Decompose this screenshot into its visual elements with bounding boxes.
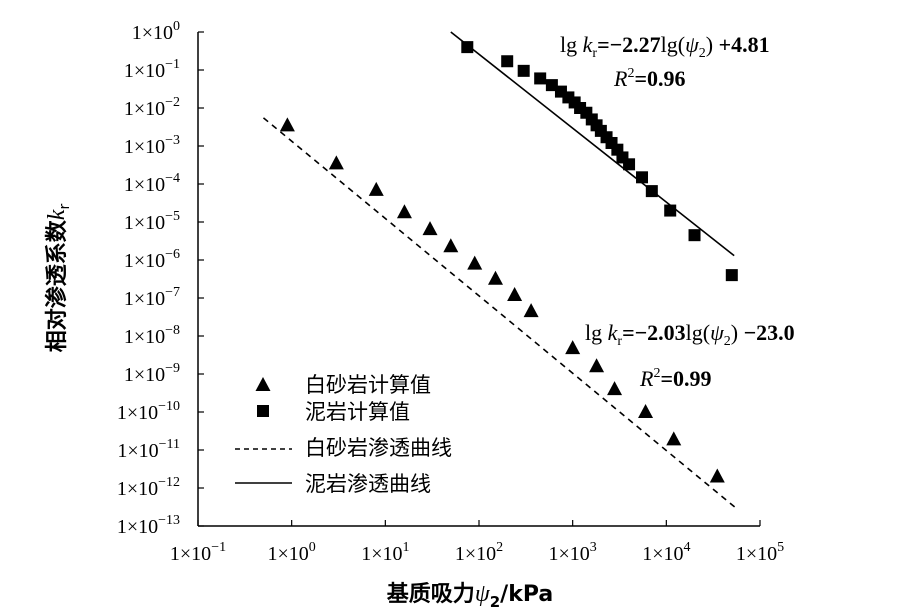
sandstone-point-2 bbox=[368, 181, 384, 196]
plot-area: 1×100 1×10−1 1×10−2 1×10−3 1×10−4 1×10−5 1×10−… bbox=[117, 19, 784, 565]
sandstone-point-0 bbox=[279, 117, 295, 132]
x-tick-label-4: 1×103 bbox=[549, 540, 597, 565]
mudstone-point-21 bbox=[688, 229, 701, 242]
sandstone-point-12 bbox=[607, 381, 623, 396]
sandstone-point-15 bbox=[709, 468, 725, 483]
sandstone-point-1 bbox=[328, 155, 344, 170]
y-tick-label-6: 1×10−6 bbox=[124, 247, 180, 272]
mudstone-point-1 bbox=[501, 55, 514, 68]
y-axis-title-group: 相对渗透系数kr bbox=[44, 204, 73, 353]
x-tick-label-0: 1×10−1 bbox=[170, 540, 226, 565]
legend-marker-triangle bbox=[255, 377, 271, 391]
y-tick-label-13: 1×10−13 bbox=[117, 513, 180, 538]
sandstone-point-14 bbox=[666, 431, 682, 446]
mudstone-point-4 bbox=[545, 79, 558, 92]
x-tick-group: 1×10−1 1×100 1×101 1×102 1×103 1×104 1×105 bbox=[170, 520, 784, 565]
y-tick-label-3: 1×10−3 bbox=[124, 133, 180, 158]
sandstone-point-6 bbox=[467, 255, 483, 270]
mudstone-point-0 bbox=[461, 41, 474, 54]
mudstone-point-2 bbox=[517, 64, 530, 77]
annotation-sandstone-equation: lg kr=−2.03lg(ψ2) −23.0 bbox=[585, 320, 795, 349]
mudstone-point-22 bbox=[725, 269, 738, 282]
y-tick-label-10: 1×10−10 bbox=[117, 399, 180, 424]
y-tick-label-7: 1×10−7 bbox=[124, 285, 180, 310]
mudstone-point-17 bbox=[623, 158, 636, 171]
y-tick-label-12: 1×10−12 bbox=[117, 475, 180, 500]
legend-label-3: 泥岩渗透曲线 bbox=[305, 472, 431, 496]
y-tick-label-1: 1×10−1 bbox=[124, 57, 180, 82]
sandstone-point-7 bbox=[487, 270, 503, 285]
annotation-mudstone-r2: R2=0.96 bbox=[613, 66, 686, 91]
x-axis-title: 基质吸力ψ2/kPa bbox=[387, 581, 553, 611]
legend-marker-square bbox=[257, 405, 269, 417]
mudstone-point-19 bbox=[645, 185, 658, 198]
legend: 白砂岩计算值 泥岩计算值 白砂岩渗透曲线 泥岩渗透曲线 bbox=[235, 373, 452, 496]
mudstone-point-20 bbox=[664, 204, 677, 217]
sandstone-point-10 bbox=[565, 340, 581, 355]
sandstone-fit-line bbox=[262, 117, 738, 510]
annotation-sandstone: lg kr=−2.03lg(ψ2) −23.0 R2=0.99 bbox=[585, 320, 795, 391]
legend-label-2: 白砂岩渗透曲线 bbox=[305, 436, 452, 460]
annotation-sandstone-r2: R2=0.99 bbox=[639, 366, 712, 391]
y-axis-title: 相对渗透系数kr bbox=[44, 204, 73, 353]
legend-label-0: 白砂岩计算值 bbox=[305, 373, 431, 397]
x-tick-label-6: 1×105 bbox=[736, 540, 784, 565]
y-tick-label-8: 1×10−8 bbox=[124, 323, 180, 348]
fit-lines bbox=[262, 31, 738, 510]
mudstone-fit-line bbox=[450, 31, 735, 257]
y-tick-label-11: 1×10−11 bbox=[117, 437, 180, 462]
x-tick-label-5: 1×104 bbox=[642, 540, 690, 565]
y-tick-label-4: 1×10−4 bbox=[124, 171, 180, 196]
y-tick-label-2: 1×10−2 bbox=[124, 95, 180, 120]
y-tick-group: 1×100 1×10−1 1×10−2 1×10−3 1×10−4 1×10−5 1×10−… bbox=[117, 19, 204, 538]
sandstone-point-5 bbox=[443, 238, 459, 253]
sandstone-point-11 bbox=[589, 358, 605, 373]
y-tick-label-9: 1×10−9 bbox=[124, 361, 180, 386]
data-markers bbox=[279, 41, 738, 483]
sandstone-point-3 bbox=[396, 204, 412, 219]
sandstone-point-9 bbox=[523, 303, 539, 318]
x-tick-label-3: 1×102 bbox=[455, 540, 503, 565]
sandstone-point-4 bbox=[422, 221, 438, 236]
sandstone-point-8 bbox=[507, 286, 523, 301]
x-tick-label-1: 1×100 bbox=[268, 540, 316, 565]
annotation-mudstone-equation: lg kr=−2.27lg(ψ2) +4.81 bbox=[560, 32, 770, 61]
sandstone-point-13 bbox=[638, 404, 654, 418]
mudstone-point-18 bbox=[636, 171, 649, 184]
legend-label-1: 泥岩计算值 bbox=[305, 400, 410, 424]
y-tick-label-0: 1×100 bbox=[132, 19, 180, 44]
x-tick-label-2: 1×101 bbox=[361, 540, 409, 565]
mudstone-point-3 bbox=[534, 72, 547, 85]
annotation-mudstone: lg kr=−2.27lg(ψ2) +4.81 R2=0.96 bbox=[560, 32, 770, 91]
y-tick-label-5: 1×10−5 bbox=[124, 209, 180, 234]
